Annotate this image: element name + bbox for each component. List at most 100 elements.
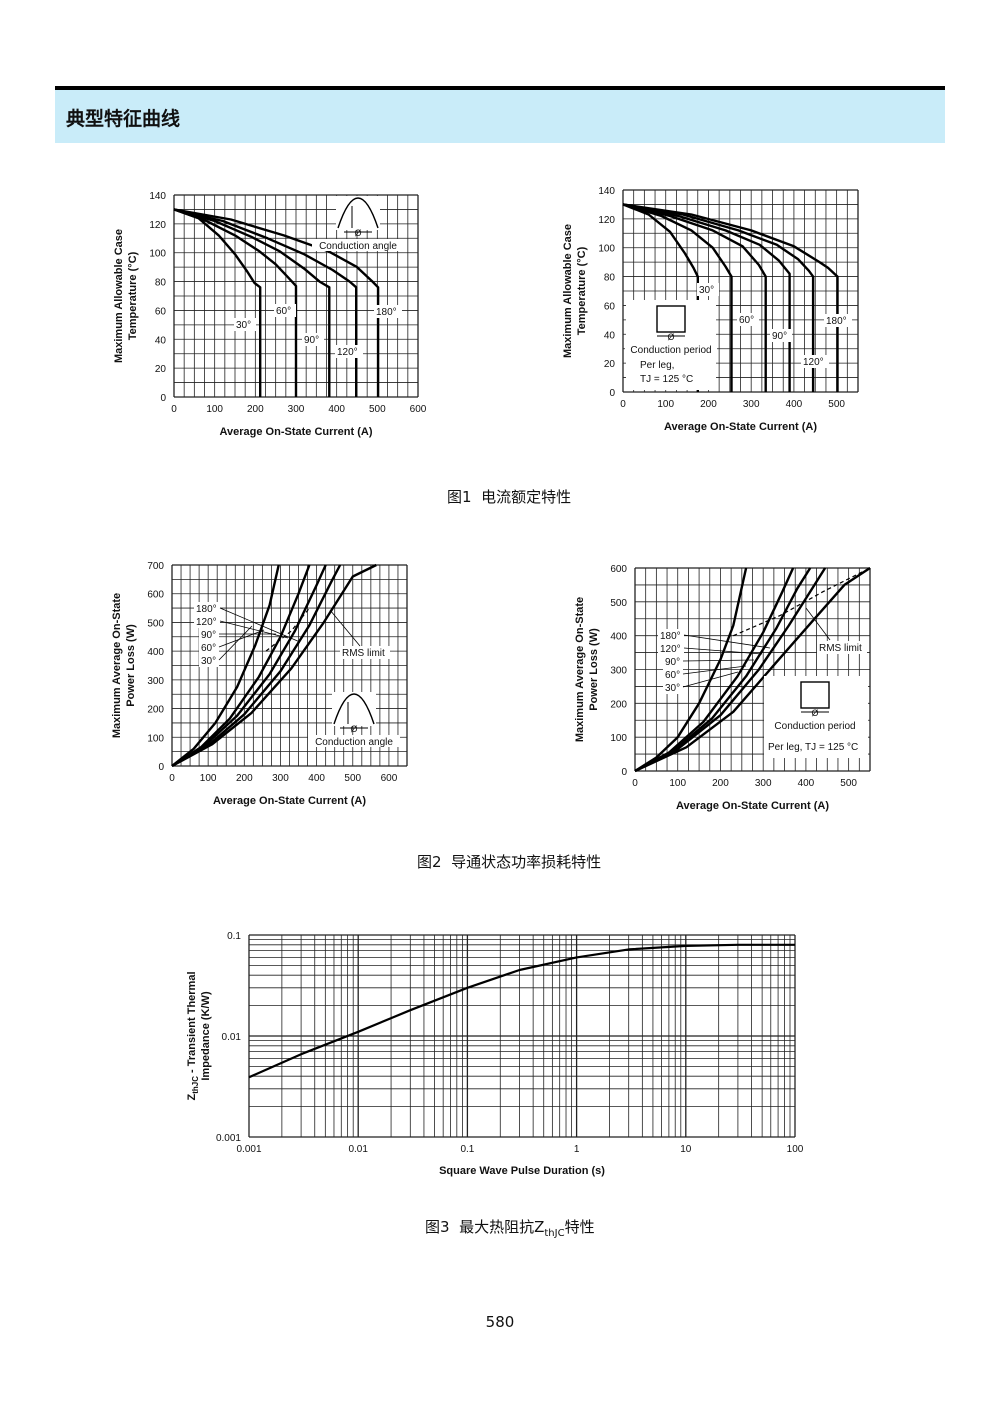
c3-series-5 bbox=[171, 563, 377, 768]
c1-xlabel: Average On-State Current (A) bbox=[219, 426, 372, 438]
c1-ytick-label: 120 bbox=[149, 220, 166, 231]
c2-series-1 bbox=[622, 203, 699, 392]
c3-inset: Ø Conduction angle bbox=[308, 692, 400, 748]
c5-ytick-label: 0.01 bbox=[222, 1032, 242, 1043]
caption-fig1-text: 电流额定特性 bbox=[481, 488, 572, 506]
c5-xtick-label: 0.1 bbox=[460, 1144, 474, 1155]
c4-series-4 bbox=[634, 567, 827, 773]
c4-xtick-label: 500 bbox=[840, 778, 857, 789]
c4-rms-limit-line bbox=[733, 567, 871, 637]
c1-series-3 bbox=[173, 208, 331, 397]
c1-xtick-label: 400 bbox=[328, 404, 345, 415]
c1-ytick-label: 0 bbox=[160, 393, 166, 404]
c4-inset-label-bg bbox=[769, 719, 861, 731]
c1-angle-label-4-bg bbox=[335, 345, 363, 358]
c4-ytick-label: 400 bbox=[610, 632, 627, 643]
c2-inset-phi: Ø bbox=[667, 332, 674, 342]
c2-xtick-label: 100 bbox=[657, 399, 674, 410]
c3-angle-label-4: 60° bbox=[201, 643, 216, 654]
c3-ytick-label: 600 bbox=[147, 590, 164, 601]
c4-angle-label-2: 120° bbox=[660, 644, 681, 655]
c3-leader-5 bbox=[218, 625, 253, 661]
c4-angle-label-3-bg bbox=[663, 655, 683, 668]
c4-leader-1 bbox=[683, 634, 771, 649]
c2-ylabel-line2: Temperature (°C) bbox=[576, 246, 588, 335]
c2-inset: Ø Conduction period bbox=[625, 305, 717, 356]
c2-ytick-label: 20 bbox=[604, 359, 616, 370]
c3-angle-label-5-bg bbox=[199, 654, 219, 667]
c4-angle-label-5-bg bbox=[663, 681, 683, 694]
c1-series-1 bbox=[173, 208, 262, 397]
c2-angle-label-3-bg bbox=[770, 329, 792, 342]
c4-leader-2 bbox=[683, 647, 763, 655]
c1-series-5 bbox=[173, 208, 380, 397]
c3-inset-bg bbox=[332, 692, 376, 726]
c1-ytick-label: 40 bbox=[155, 335, 167, 346]
c3-angle-label-4-bg bbox=[199, 641, 219, 654]
c3-xtick-label: 200 bbox=[236, 773, 253, 784]
c3-ytick-label: 700 bbox=[147, 561, 164, 572]
c1-inset: Ø Conduction angle bbox=[312, 196, 404, 252]
c4-ytick-label: 600 bbox=[610, 564, 627, 575]
c3-inset-phi: Ø bbox=[350, 724, 357, 734]
c2-inset-label-bg bbox=[625, 343, 717, 355]
c1-inset-label: Conduction angle bbox=[319, 241, 397, 252]
c1-inset-label-bg bbox=[312, 239, 404, 251]
c1-ylabel-line2: Temperature (°C) bbox=[127, 251, 139, 340]
c1-inset-bg bbox=[336, 196, 380, 230]
c4-angle-label-4: 60° bbox=[665, 670, 680, 681]
page-number: 580 bbox=[485, 1313, 515, 1331]
c5-xtick-label: 100 bbox=[787, 1144, 804, 1155]
c5-plot bbox=[248, 934, 796, 1138]
c1-xtick-label: 500 bbox=[369, 404, 386, 415]
c2-xtick-label: 500 bbox=[828, 399, 845, 410]
c4-rms-label-bg bbox=[817, 641, 867, 654]
page-title: 典型特征曲线 bbox=[66, 108, 181, 130]
c2-ytick-label: 120 bbox=[598, 215, 615, 226]
c3-ytick-label: 200 bbox=[147, 705, 164, 716]
c2-angle-label-3: 90° bbox=[772, 331, 787, 342]
c4-angle-label-5: 30° bbox=[665, 683, 680, 694]
c1-xtick-label: 300 bbox=[288, 404, 305, 415]
c2-series-5 bbox=[622, 203, 815, 392]
c3-series-3 bbox=[171, 564, 327, 768]
c2-angle-label-2-bg bbox=[737, 313, 759, 326]
c3-ytick-label: 0 bbox=[158, 762, 164, 773]
c3-ylabel-line1: Maximum Average On-State bbox=[111, 593, 123, 738]
c1-xtick-label: 100 bbox=[206, 404, 223, 415]
caption-fig3-text-a: 最大热阻抗Z bbox=[459, 1218, 545, 1236]
caption-fig3-sub: thJC bbox=[544, 1228, 565, 1239]
c3-angle-label-1-bg bbox=[194, 602, 220, 615]
c5-ylabel-line2: Impedance (K/W) bbox=[200, 991, 212, 1081]
c4-ytick-label: 100 bbox=[610, 733, 627, 744]
c4-series-1 bbox=[634, 567, 748, 773]
c3-rms-limit-line bbox=[265, 607, 310, 652]
c1-xtick-label: 600 bbox=[410, 404, 427, 415]
c5-xlabel: Square Wave Pulse Duration (s) bbox=[439, 1165, 605, 1177]
c3-xtick-label: 400 bbox=[308, 773, 325, 784]
c1-ytick-label: 140 bbox=[149, 191, 166, 202]
c4-xlabel: Average On-State Current (A) bbox=[676, 800, 829, 812]
c5-xtick-label: 1 bbox=[574, 1144, 580, 1155]
c5-ylabel-sub: thJC bbox=[191, 1076, 200, 1094]
c3-ytick-label: 400 bbox=[147, 647, 164, 658]
c1-angle-label-1: 30° bbox=[236, 320, 251, 331]
c5-ylabel-line1: ZthJC - Transient Thermal bbox=[186, 971, 200, 1100]
c5-xtick-label: 10 bbox=[680, 1144, 692, 1155]
c4-inset-label: Conduction period bbox=[774, 721, 855, 732]
c2-inset-note-2: TJ = 125 °C bbox=[640, 374, 693, 385]
c2-xlabel: Average On-State Current (A) bbox=[664, 421, 817, 433]
c4-series-5 bbox=[634, 566, 871, 773]
c3-inset-label: Conduction angle bbox=[315, 737, 393, 748]
c1-ylabel-line1: Maximum Allowable Case bbox=[113, 229, 125, 363]
caption-fig2: 图2 导通状态功率损耗特性 bbox=[417, 851, 601, 872]
c2-series-6 bbox=[622, 203, 839, 392]
c3-angle-label-2-bg bbox=[194, 615, 220, 628]
c2-inset-note-1: Per leg, bbox=[640, 360, 674, 371]
c2-xtick-label: 0 bbox=[620, 399, 626, 410]
c1-ytick-label: 80 bbox=[155, 278, 167, 289]
c4-xtick-label: 0 bbox=[632, 778, 638, 789]
c3-leader-4 bbox=[218, 629, 265, 648]
c3-angle-label-2: 120° bbox=[196, 617, 217, 628]
c2-ylabel-line1: Maximum Allowable Case bbox=[562, 224, 574, 358]
